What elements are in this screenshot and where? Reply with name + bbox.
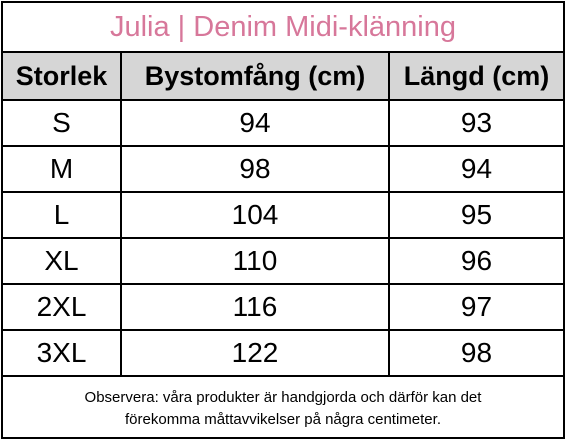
length-cell: 93 <box>388 99 563 147</box>
measurement-disclaimer: Observera: våra produkter är handgjorda … <box>3 381 563 437</box>
length-cell: 96 <box>388 237 563 285</box>
bust-cell: 94 <box>120 99 390 147</box>
column-header-size: Storlek <box>3 53 122 101</box>
bust-cell: 98 <box>120 145 390 193</box>
bust-cell: 122 <box>120 329 390 377</box>
table-header-row: Storlek Bystomfång (cm) Längd (cm) <box>3 53 563 101</box>
size-cell: XL <box>3 237 122 285</box>
column-header-length: Längd (cm) <box>388 53 563 101</box>
length-cell: 95 <box>388 191 563 239</box>
size-cell: M <box>3 145 122 193</box>
table-row: S 94 93 <box>3 99 563 147</box>
column-header-bust: Bystomfång (cm) <box>120 53 390 101</box>
size-cell: S <box>3 99 122 147</box>
product-title: Julia | Denim Midi-klänning <box>3 3 563 53</box>
table-row: 3XL 122 98 <box>3 329 563 377</box>
length-cell: 94 <box>388 145 563 193</box>
bust-cell: 116 <box>120 283 390 331</box>
length-cell: 97 <box>388 283 563 331</box>
length-cell: 98 <box>388 329 563 377</box>
table-row: M 98 94 <box>3 145 563 193</box>
size-cell: 2XL <box>3 283 122 331</box>
size-table: Storlek Bystomfång (cm) Längd (cm) S 94 … <box>3 53 563 377</box>
disclaimer-line-2: förekomma måttavvikelser på några centim… <box>125 411 441 428</box>
table-row: 2XL 116 97 <box>3 283 563 331</box>
table-row: L 104 95 <box>3 191 563 239</box>
size-cell: 3XL <box>3 329 122 377</box>
bust-cell: 104 <box>120 191 390 239</box>
bust-cell: 110 <box>120 237 390 285</box>
size-cell: L <box>3 191 122 239</box>
table-row: XL 110 96 <box>3 237 563 285</box>
disclaimer-line-1: Observera: våra produkter är handgjorda … <box>84 389 482 406</box>
